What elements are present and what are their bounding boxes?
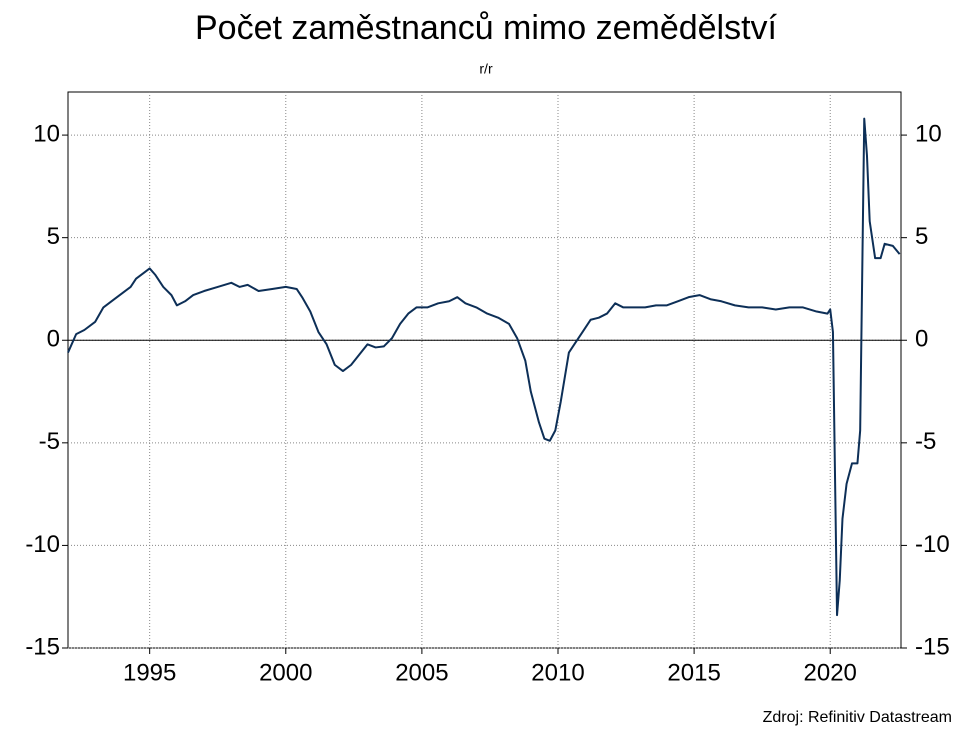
y-tick-label: 10: [33, 120, 60, 147]
y2-tick-label: -5: [915, 428, 936, 455]
y-tick-label: -15: [25, 633, 60, 660]
x-tick-label: 2005: [395, 659, 448, 686]
chart-title: Počet zaměstnanců mimo zemědělství: [195, 9, 778, 47]
chart-subtitle: r/r: [479, 61, 493, 77]
y-tick-label: 5: [47, 223, 60, 250]
source-note: Zdroj: Refinitiv Datastream: [763, 709, 952, 726]
y2-tick-label: 10: [915, 120, 942, 147]
y2-tick-label: -15: [915, 633, 950, 660]
plot-frame: [67, 91, 902, 649]
y-tick-label: 0: [47, 326, 60, 353]
x-tick-label: 2000: [259, 659, 312, 686]
y2-tick-label: 0: [915, 326, 928, 353]
y2-tick-label: 5: [915, 223, 928, 250]
x-tick-label: 1995: [123, 659, 176, 686]
x-tick-label: 2015: [667, 659, 720, 686]
data-line: [67, 117, 901, 617]
x-tick-label: 2020: [804, 659, 857, 686]
y-tick-label: -5: [39, 428, 60, 455]
y-tick-label: -10: [25, 531, 60, 558]
y2-tick-label: -10: [915, 531, 950, 558]
x-tick-label: 2010: [531, 659, 584, 686]
